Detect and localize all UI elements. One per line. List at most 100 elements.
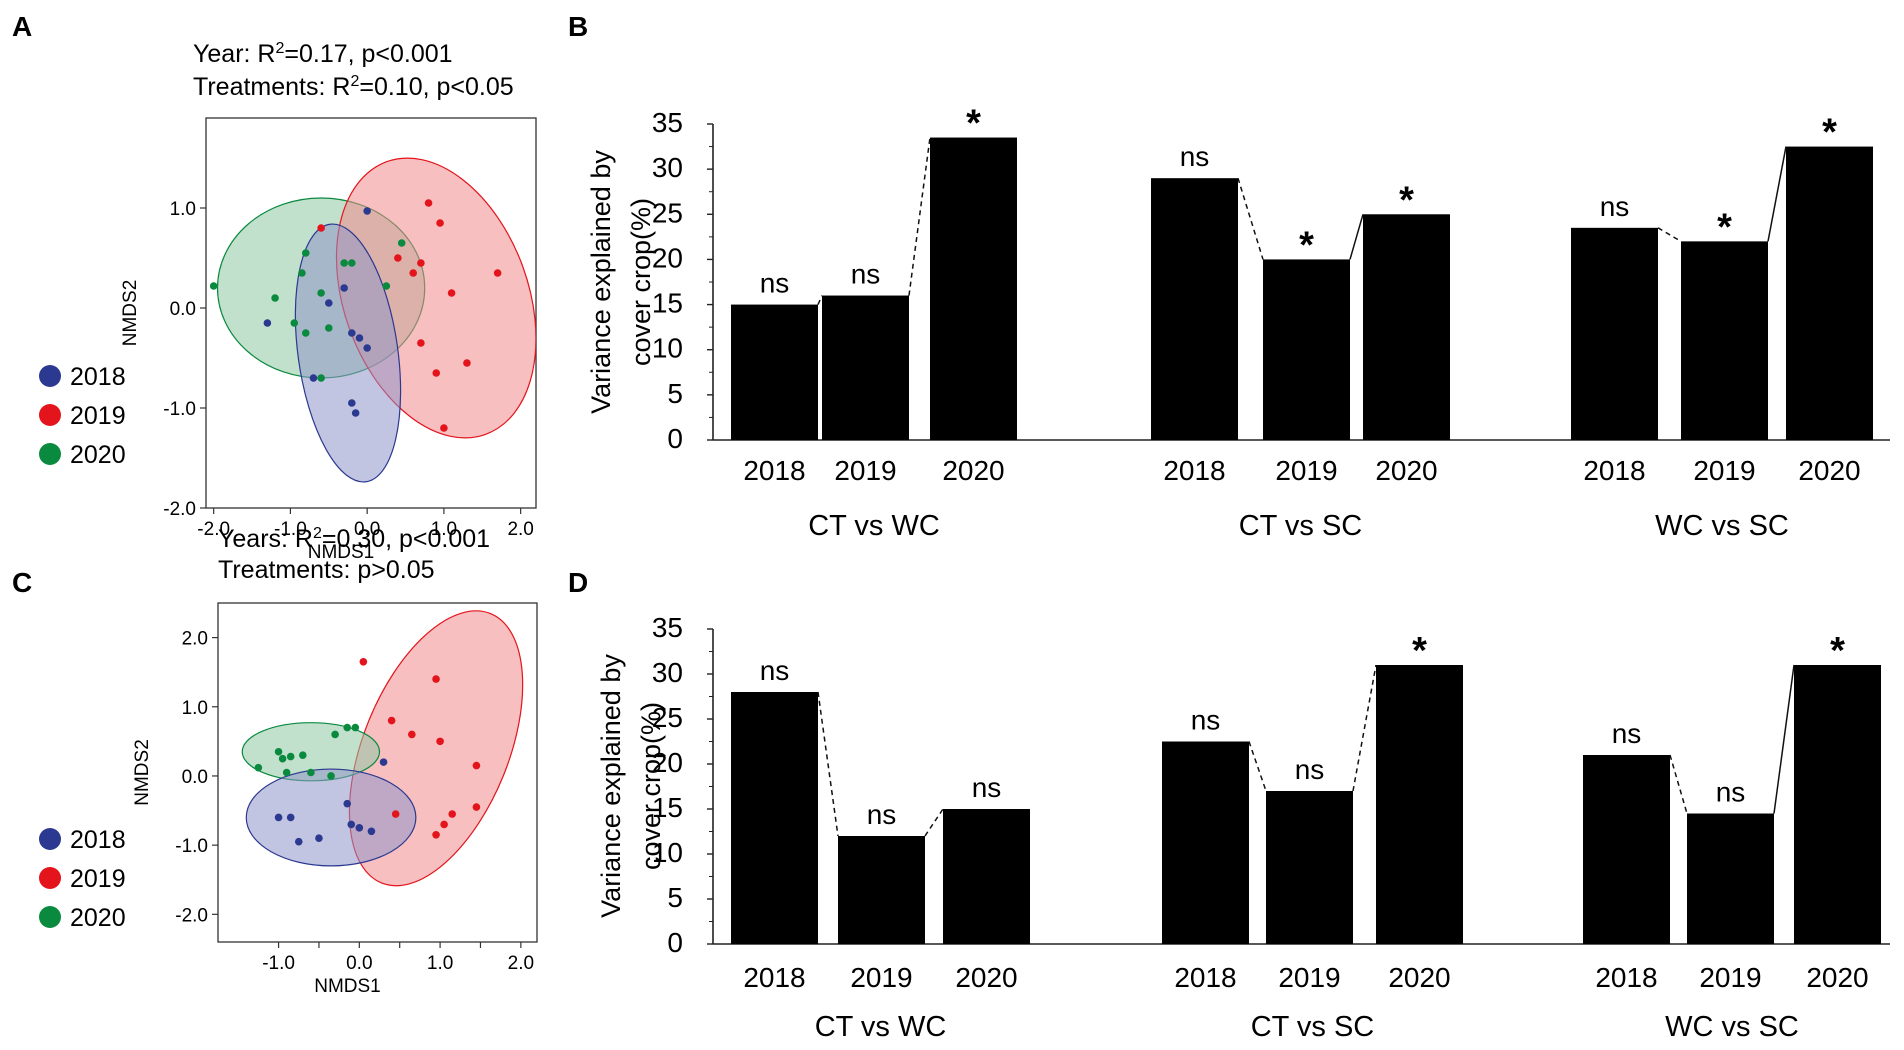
point-2018 — [367, 827, 376, 836]
plot-area — [241, 610, 524, 887]
x-tick-label: 2019 — [834, 455, 896, 486]
y-tick-label: -1.0 — [163, 399, 196, 420]
point-2019 — [447, 289, 456, 297]
point-2020 — [209, 282, 218, 290]
bar — [1687, 813, 1774, 944]
x-tick-label: -1.0 — [262, 953, 295, 974]
connector-line — [1349, 214, 1364, 260]
significance-ns: ns — [867, 799, 897, 830]
ellipse-2018 — [245, 768, 417, 867]
point-2020 — [327, 772, 335, 780]
legend-marker-2019 — [39, 867, 61, 889]
significance-ns: ns — [760, 268, 790, 299]
point-2020 — [324, 324, 333, 332]
point-2018 — [347, 820, 356, 829]
bar — [1786, 146, 1873, 441]
legend-label-2018: 2018 — [70, 826, 126, 854]
bar — [838, 836, 925, 944]
point-2019 — [436, 737, 444, 746]
x-tick-label: 2.0 — [508, 953, 534, 974]
stat-text: Year: R — [193, 40, 275, 68]
y-tick-label: 2.0 — [182, 629, 208, 650]
point-2020 — [382, 282, 391, 290]
group-label: CT vs SC — [1239, 510, 1363, 542]
point-2019 — [359, 658, 368, 666]
y-tick-label: 10 — [652, 333, 683, 364]
point-2020 — [307, 768, 315, 777]
x-tick-label: 0.0 — [354, 519, 380, 540]
connector-line — [924, 808, 944, 837]
point-2019 — [493, 269, 502, 277]
stat-text: Years: R — [218, 525, 313, 553]
connector-line — [908, 137, 931, 296]
x-axis-label: NMDS1 — [314, 976, 381, 997]
y-tick-label: -1.0 — [175, 836, 208, 857]
significance-ns: ns — [1600, 191, 1630, 222]
x-tick-label: 0.0 — [346, 953, 372, 974]
y-tick-label: 0 — [667, 423, 683, 454]
y-axis-label-line2: cover crop(%) — [626, 198, 656, 366]
y-tick-label: 0 — [667, 927, 683, 958]
point-2020 — [298, 751, 307, 760]
y-tick-label: 15 — [652, 792, 683, 823]
bar — [1266, 791, 1353, 944]
stat-line-1: Years: R2=0.30, p<0.001 — [218, 525, 490, 553]
significance-ns: ns — [1295, 754, 1325, 785]
significance-ns: ns — [1716, 777, 1746, 808]
significance-star: * — [1412, 630, 1427, 672]
bar — [1376, 665, 1463, 944]
x-tick-label: 2018 — [743, 962, 805, 993]
stat-line-2: Treatments: p>0.05 — [218, 556, 435, 584]
y-axis-label-line1: Variance explained by — [596, 654, 626, 918]
y-tick-label: 1.0 — [182, 698, 208, 719]
panel-C: C Years: R2=0.30, p<0.001 Treatments: p>0.… — [12, 525, 538, 997]
significance-ns: ns — [760, 655, 790, 686]
point-2019 — [432, 369, 441, 377]
point-2020 — [301, 249, 310, 257]
point-2018 — [363, 344, 371, 352]
panel-letter: A — [12, 11, 32, 42]
point-2018 — [294, 837, 303, 846]
point-2019 — [448, 810, 457, 818]
point-2018 — [355, 824, 364, 832]
x-tick-label: -1.0 — [274, 519, 307, 540]
bar — [1263, 259, 1350, 440]
stat-superscript: 2 — [275, 40, 284, 57]
connector-line — [1669, 754, 1688, 814]
point-2018 — [274, 813, 283, 822]
point-2020 — [271, 294, 279, 302]
plot-area — [209, 157, 536, 483]
x-tick-label: 2019 — [1278, 962, 1340, 993]
y-tick-label: 25 — [652, 702, 683, 733]
legend-marker-2018 — [39, 365, 61, 387]
point-2019 — [432, 830, 440, 839]
x-tick-label: 2020 — [942, 455, 1004, 486]
bar — [930, 137, 1017, 441]
x-tick-label: 2020 — [955, 962, 1017, 993]
y-tick-label: 25 — [652, 197, 683, 228]
y-tick-label: 30 — [652, 152, 683, 183]
point-2019 — [432, 675, 440, 683]
point-2019 — [440, 820, 448, 829]
significance-star: * — [1822, 112, 1837, 154]
x-tick-label: 2.0 — [507, 519, 533, 540]
significance-ns: ns — [851, 259, 881, 290]
bar — [1583, 755, 1670, 944]
stat-line-1: Year: R2=0.17, p<0.001 — [193, 40, 453, 68]
point-2020 — [254, 763, 263, 772]
point-2019 — [317, 224, 325, 232]
y-axis-label: NMDS2 — [120, 280, 141, 347]
stat-superscript: 2 — [313, 525, 322, 542]
legend-marker-2020 — [39, 443, 61, 465]
group-label: CT vs WC — [808, 510, 940, 542]
significance-star: * — [1399, 179, 1414, 221]
point-2019 — [472, 803, 481, 811]
point-2018 — [340, 284, 348, 292]
stat-superscript: 2 — [350, 73, 359, 90]
stat-text: Treatments: p>0.05 — [218, 556, 435, 584]
significance-ns: ns — [972, 772, 1002, 803]
x-tick-label: -2.0 — [197, 519, 230, 540]
legend-label-2019: 2019 — [70, 865, 126, 893]
point-2020 — [343, 723, 352, 732]
